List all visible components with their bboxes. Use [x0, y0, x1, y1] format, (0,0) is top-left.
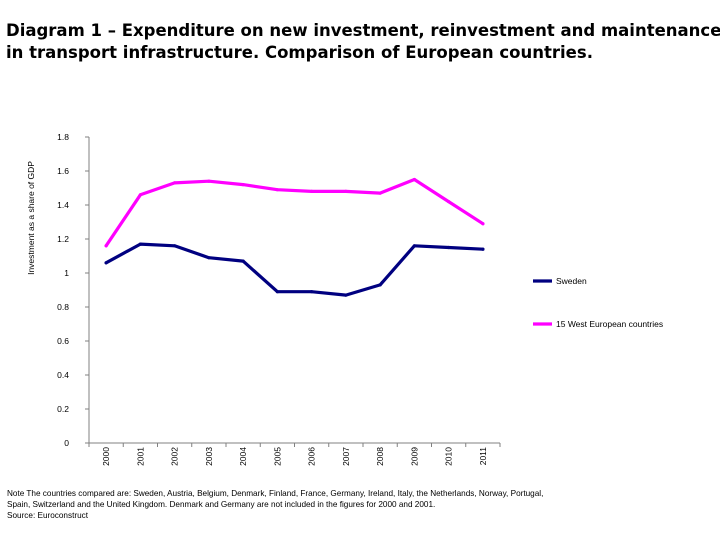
source-text: Source: Euroconstruct — [7, 511, 89, 520]
data-point-west-european — [104, 244, 108, 248]
data-point-sweden — [447, 245, 451, 250]
data-point-sweden — [241, 259, 245, 263]
y-tick-label: 1.6 — [57, 166, 69, 176]
data-point-west-european — [412, 177, 416, 182]
y-tick-label: 1.2 — [57, 234, 69, 244]
x-tick-label: 2010 — [444, 447, 454, 466]
data-point-west-european — [173, 181, 177, 185]
y-tick-label: 0.2 — [57, 404, 69, 414]
data-point-west-european — [481, 222, 485, 226]
x-tick-label: 2006 — [307, 447, 317, 466]
data-point-sweden — [344, 293, 348, 297]
y-tick-label: 0.8 — [57, 302, 69, 312]
chart-title: Diagram 1 – Expenditure on new investmen… — [6, 20, 720, 64]
y-tick-label: 0.6 — [57, 336, 69, 346]
y-tick-label: 0.4 — [57, 370, 69, 380]
x-tick-label: 2002 — [170, 447, 180, 466]
legend-label-sweden: Sweden — [556, 276, 587, 286]
legend-label-west-european: 15 West European countries — [556, 319, 663, 329]
data-point-sweden — [310, 290, 314, 294]
y-tick-label: 1.8 — [57, 132, 69, 142]
x-tick-label: 2005 — [272, 447, 282, 466]
data-point-west-european — [207, 179, 211, 183]
data-point-west-european — [138, 193, 142, 197]
chart-footnote: Note The countries compared are: Sweden,… — [7, 488, 713, 521]
y-axis-title: Investment as a share of GDP — [26, 161, 36, 275]
y-tick-label: 0 — [64, 438, 69, 448]
footnote-line-1: Note The countries compared are: Sweden,… — [7, 489, 544, 498]
series-line-sweden — [104, 242, 485, 297]
data-point-west-european — [447, 200, 451, 204]
data-point-west-european — [275, 188, 279, 192]
chart-title-line-1: Diagram 1 – Expenditure on new investmen… — [6, 21, 720, 40]
data-point-sweden — [275, 290, 279, 294]
x-tick-label: 2004 — [238, 447, 248, 466]
data-point-west-european — [310, 189, 314, 193]
x-tick-label: 2009 — [409, 447, 419, 466]
y-tick-label: 1.4 — [57, 200, 69, 210]
y-tick-label: 1 — [64, 268, 69, 278]
data-point-west-european — [378, 191, 382, 195]
data-point-sweden — [481, 247, 485, 251]
x-tick-label: 2011 — [478, 447, 488, 466]
data-point-sweden — [138, 242, 142, 246]
data-point-sweden — [412, 244, 416, 248]
x-tick-label: 2000 — [101, 447, 111, 466]
data-point-sweden — [207, 256, 211, 260]
data-point-sweden — [104, 261, 108, 265]
x-tick-label: 2008 — [375, 447, 385, 466]
series-line-west-european — [104, 177, 485, 248]
x-tick-label: 2001 — [135, 447, 145, 466]
x-tick-label: 2007 — [341, 447, 351, 466]
footnote-line-2: Spain, Switzerland and the United Kingdo… — [7, 500, 436, 509]
chart-title-line-2: in transport infrastructure. Comparison … — [6, 43, 593, 62]
data-point-west-european — [344, 189, 348, 193]
data-point-west-european — [241, 183, 245, 187]
x-tick-label: 2003 — [204, 447, 214, 466]
data-point-sweden — [173, 244, 177, 248]
data-point-sweden — [378, 283, 382, 287]
